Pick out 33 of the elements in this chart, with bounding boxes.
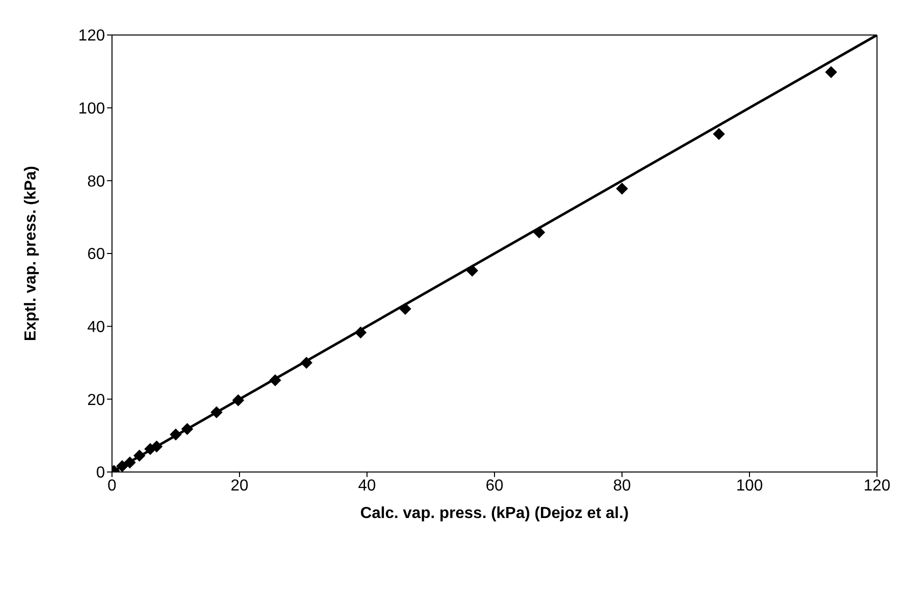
point xyxy=(533,226,546,238)
point xyxy=(170,428,182,440)
y-tick-label: 60 xyxy=(87,246,106,264)
x-tick-label: 80 xyxy=(613,477,631,494)
x-axis-title: Calc. vap. press. (kPa) (Dejoz et al.) xyxy=(360,505,629,522)
x-tick-label: 40 xyxy=(358,477,376,494)
point xyxy=(124,456,136,469)
point xyxy=(133,450,146,462)
point xyxy=(210,406,223,418)
point xyxy=(232,394,244,406)
y-tick-label: 120 xyxy=(78,28,106,45)
point xyxy=(712,128,725,140)
x-tick-label: 0 xyxy=(108,477,117,494)
x-tick-label: 20 xyxy=(230,477,248,494)
x-tick-label: 120 xyxy=(864,477,890,494)
point xyxy=(181,423,194,436)
y-tick-label: 20 xyxy=(87,392,106,409)
point xyxy=(150,440,163,453)
y-tick-label: 80 xyxy=(87,173,106,190)
x-tick-label: 100 xyxy=(736,477,763,494)
point xyxy=(616,182,628,195)
y-tick-label: 0 xyxy=(96,464,106,482)
point xyxy=(825,66,838,78)
point xyxy=(269,374,282,386)
point xyxy=(116,460,128,472)
y-tick-label: 100 xyxy=(78,100,106,118)
point xyxy=(354,326,367,339)
x-tick-label: 60 xyxy=(486,477,504,494)
y-axis-title: Exptl. vap. press. (kPa) xyxy=(22,166,40,342)
y-tick-label: 40 xyxy=(87,319,106,336)
point xyxy=(399,302,412,315)
point xyxy=(300,356,312,369)
point xyxy=(466,264,478,277)
